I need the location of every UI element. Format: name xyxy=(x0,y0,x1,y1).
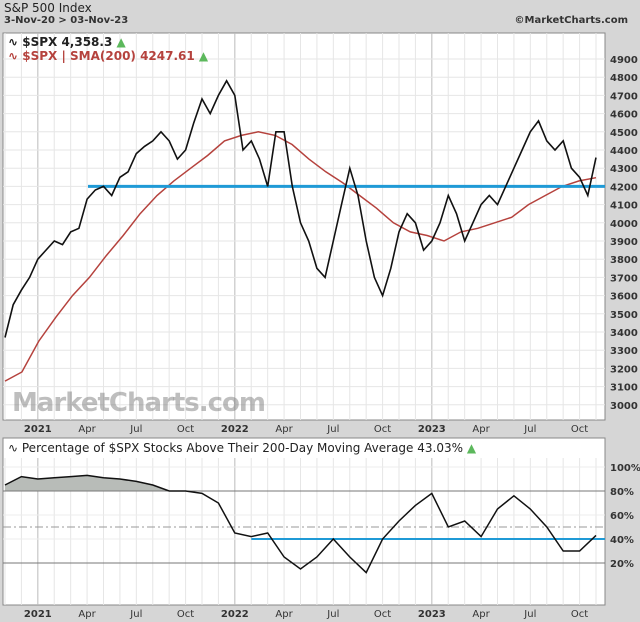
x-tick-label: Jul xyxy=(129,609,142,620)
x-tick-label: 2022 xyxy=(221,424,249,435)
x-tick-label: Jul xyxy=(326,609,339,620)
y-tick-label: 80% xyxy=(610,487,634,498)
x-tick-label: Apr xyxy=(472,424,490,435)
x-tick-label: Oct xyxy=(177,609,194,620)
y-tick-label: 4400 xyxy=(610,146,638,157)
y-tick-label: 3400 xyxy=(610,328,638,339)
line-chart-icon: ∿ xyxy=(8,441,22,455)
x-tick-label: 2023 xyxy=(418,424,446,435)
x-tick-label: Apr xyxy=(275,424,293,435)
x-tick-label: Oct xyxy=(571,424,588,435)
triangle-up-icon: ▲ xyxy=(466,441,477,455)
x-tick-label: Jul xyxy=(523,424,536,435)
y-tick-label: 3000 xyxy=(610,401,638,412)
y-tick-label: 4000 xyxy=(610,219,638,230)
x-tick-label: Jul xyxy=(129,424,142,435)
y-tick-label: 60% xyxy=(610,511,634,522)
x-tick-label: Jul xyxy=(326,424,339,435)
y-tick-label: 3500 xyxy=(610,310,638,321)
breadth-line xyxy=(4,474,597,574)
legend-spx: ∿ $SPX 4,358.3 ▲ xyxy=(8,35,126,49)
y-tick-label: 4800 xyxy=(610,73,638,84)
y-tick-label: 4600 xyxy=(610,110,638,121)
y-tick-label: 4900 xyxy=(610,55,638,66)
x-tick-label: Oct xyxy=(177,424,194,435)
sma-line xyxy=(4,131,597,382)
x-tick-label: Oct xyxy=(374,609,391,620)
y-tick-label: 3100 xyxy=(610,383,638,394)
y-tick-label: 3800 xyxy=(610,255,638,266)
legend-pct: ∿ Percentage of $SPX Stocks Above Their … xyxy=(8,441,476,455)
breadth-panel xyxy=(2,437,606,606)
x-tick-label: Apr xyxy=(78,609,96,620)
price-line xyxy=(4,79,597,338)
chart-title: S&P 500 Index xyxy=(4,1,92,15)
x-tick-label: Apr xyxy=(78,424,96,435)
line-chart-icon: ∿ xyxy=(8,49,23,63)
legend-sma: ∿ $SPX | SMA(200) 4247.61 ▲ xyxy=(8,49,208,63)
y-tick-label: 100% xyxy=(610,463,640,474)
triangle-up-icon: ▲ xyxy=(198,49,209,63)
price-panel xyxy=(2,32,606,421)
y-tick-label: 4100 xyxy=(610,201,638,212)
x-tick-label: Jul xyxy=(523,609,536,620)
y-tick-label: 20% xyxy=(610,559,634,570)
overbought-fill xyxy=(5,475,596,491)
brand-label: ©MarketCharts.com xyxy=(514,15,628,26)
y-tick-label: 4700 xyxy=(610,91,638,102)
legend-sma-text: $SPX | SMA(200) 4247.61 xyxy=(22,49,195,63)
x-tick-label: 2023 xyxy=(418,609,446,620)
y-tick-label: 4500 xyxy=(610,128,638,139)
y-tick-label: 4300 xyxy=(610,164,638,175)
legend-pct-text: Percentage of $SPX Stocks Above Their 20… xyxy=(21,441,464,455)
legend-spx-text: $SPX 4,358.3 xyxy=(22,35,113,49)
x-tick-label: 2021 xyxy=(24,424,52,435)
x-tick-label: 2022 xyxy=(221,609,249,620)
y-tick-label: 4200 xyxy=(610,182,638,193)
y-tick-label: 3900 xyxy=(610,237,638,248)
date-range: 3-Nov-20 > 03-Nov-23 xyxy=(4,15,129,26)
watermark: MarketCharts.com xyxy=(12,388,266,418)
triangle-up-icon: ▲ xyxy=(116,35,126,49)
x-tick-label: Oct xyxy=(374,424,391,435)
line-chart-icon: ∿ xyxy=(8,35,23,49)
y-tick-label: 3700 xyxy=(610,273,638,284)
y-tick-label: 40% xyxy=(610,535,634,546)
x-tick-label: Apr xyxy=(275,609,293,620)
y-tick-label: 3300 xyxy=(610,346,638,357)
x-tick-label: Oct xyxy=(571,609,588,620)
y-tick-label: 3600 xyxy=(610,292,638,303)
x-tick-label: Apr xyxy=(472,609,490,620)
y-tick-label: 3200 xyxy=(610,364,638,375)
x-tick-label: 2021 xyxy=(24,609,52,620)
